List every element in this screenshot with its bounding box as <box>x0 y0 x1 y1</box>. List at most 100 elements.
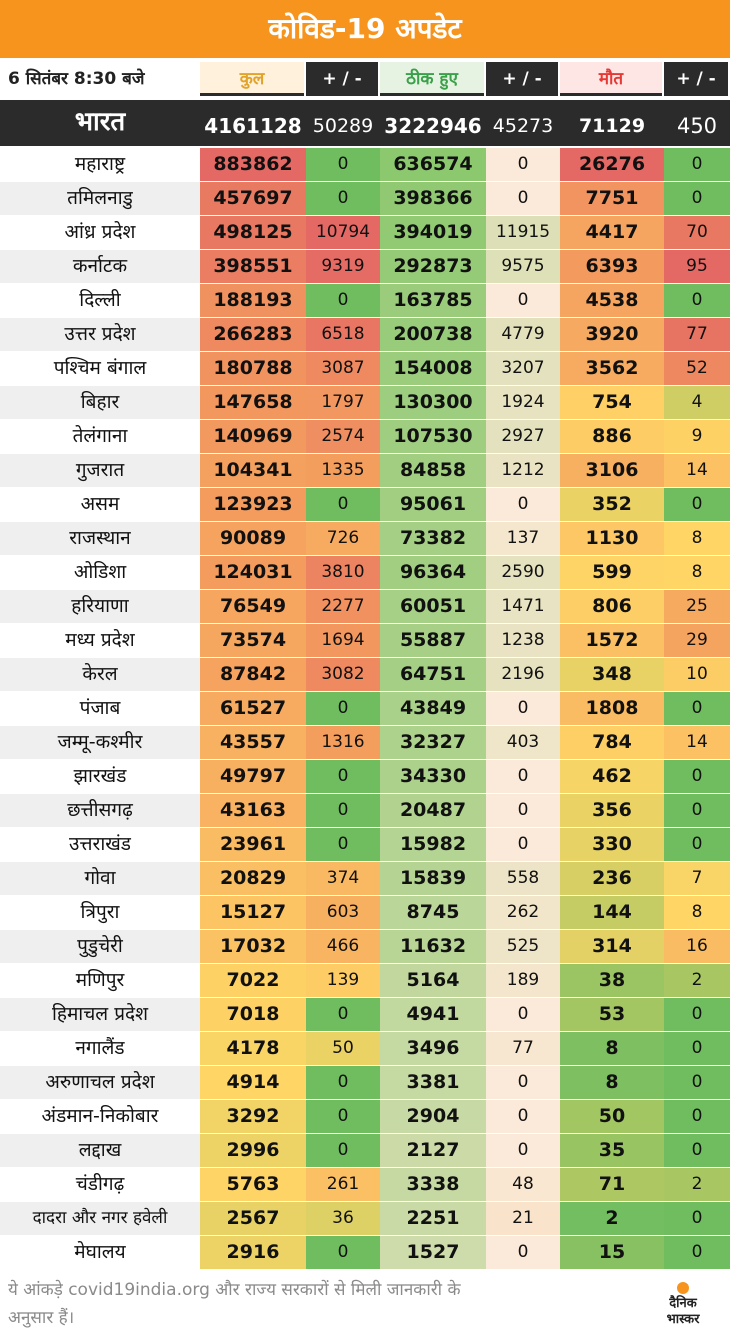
table-row: गोवा 20829 374 15839 558 236 7 <box>0 862 730 896</box>
state-name: गुजरात <box>0 454 200 487</box>
table-cell-col-4: 8 <box>560 1032 664 1065</box>
column-header-1: + / - <box>306 62 378 96</box>
state-name: पश्चिम बंगाल <box>0 352 200 385</box>
table-cell-col-0: 4178 <box>200 1032 306 1065</box>
table-row: असम 123923 0 95061 0 352 0 <box>0 488 730 522</box>
table-cell-col-2: 3496 <box>380 1032 486 1065</box>
state-name: अंडमान-निकोबार <box>0 1100 200 1133</box>
table-cell-col-3: 1471 <box>486 590 560 623</box>
table-cell-col-2: 73382 <box>380 522 486 555</box>
source-note: ये आंकड़े covid19india.org और राज्य सरका… <box>8 1280 461 1328</box>
table-cell-col-2: 130300 <box>380 386 486 419</box>
state-name: ओडिशा <box>0 556 200 589</box>
state-name: मणिपुर <box>0 964 200 997</box>
table-cell-col-0: 20829 <box>200 862 306 895</box>
table-cell-col-1: 0 <box>306 1134 380 1167</box>
table-cell-col-0: 180788 <box>200 352 306 385</box>
state-name: हिमाचल प्रदेश <box>0 998 200 1031</box>
state-name: हरियाणा <box>0 590 200 623</box>
table-cell-col-1: 0 <box>306 828 380 861</box>
table-cell-col-0: 2567 <box>200 1202 306 1235</box>
table-cell-col-0: 140969 <box>200 420 306 453</box>
state-name: राजस्थान <box>0 522 200 555</box>
footer: ये आंकड़े covid19india.org और राज्य सरका… <box>0 1272 730 1340</box>
table-row: पंजाब 61527 0 43849 0 1808 0 <box>0 692 730 726</box>
table-cell-col-1: 1694 <box>306 624 380 657</box>
table-row: नगालैंड 4178 50 3496 77 8 0 <box>0 1032 730 1066</box>
table-cell-col-4: 1572 <box>560 624 664 657</box>
table-cell-col-1: 50 <box>306 1032 380 1065</box>
table-cell-col-0: 76549 <box>200 590 306 623</box>
table-cell-col-0: 61527 <box>200 692 306 725</box>
state-name: पुडुचेरी <box>0 930 200 963</box>
table-cell-col-4: 15 <box>560 1236 664 1269</box>
table-cell-col-5: 0 <box>664 1066 730 1099</box>
state-name: गोवा <box>0 862 200 895</box>
table-cell-col-2: 636574 <box>380 148 486 181</box>
table-cell-col-1: 3810 <box>306 556 380 589</box>
table-cell-col-2: 2904 <box>380 1100 486 1133</box>
table-cell-col-5: 0 <box>664 1236 730 1269</box>
table-row: महाराष्ट्र 883862 0 636574 0 26276 0 <box>0 148 730 182</box>
state-name: दिल्ली <box>0 284 200 317</box>
table-cell-col-3: 0 <box>486 998 560 1031</box>
india-value-0: 4161128 <box>204 114 302 138</box>
state-name: अरुणाचल प्रदेश <box>0 1066 200 1099</box>
table-cell-col-5: 0 <box>664 284 730 317</box>
table-cell-col-5: 29 <box>664 624 730 657</box>
table-cell-col-2: 20487 <box>380 794 486 827</box>
state-name: तेलंगाना <box>0 420 200 453</box>
state-name: मेघालय <box>0 1236 200 1269</box>
table-row: उत्तराखंड 23961 0 15982 0 330 0 <box>0 828 730 862</box>
table-cell-col-1: 3087 <box>306 352 380 385</box>
table-cell-col-5: 0 <box>664 488 730 521</box>
table-cell-col-5: 7 <box>664 862 730 895</box>
table-cell-col-0: 87842 <box>200 658 306 691</box>
table-cell-col-4: 71 <box>560 1168 664 1201</box>
table-cell-col-0: 266283 <box>200 318 306 351</box>
table-cell-col-5: 9 <box>664 420 730 453</box>
column-header-3: + / - <box>486 62 558 96</box>
column-header-2: ठीक हुए <box>380 62 484 96</box>
table-cell-col-4: 356 <box>560 794 664 827</box>
table-row: दिल्ली 188193 0 163785 0 4538 0 <box>0 284 730 318</box>
table-cell-col-0: 15127 <box>200 896 306 929</box>
table-cell-col-5: 0 <box>664 760 730 793</box>
table-cell-col-2: 64751 <box>380 658 486 691</box>
table-row: गुजरात 104341 1335 84858 1212 3106 14 <box>0 454 730 488</box>
table-cell-col-3: 4779 <box>486 318 560 351</box>
table-row: आंध्र प्रदेश 498125 10794 394019 11915 4417 70 <box>0 216 730 250</box>
table-cell-col-5: 52 <box>664 352 730 385</box>
table-cell-col-2: 32327 <box>380 726 486 759</box>
table-row: मध्य प्रदेश 73574 1694 55887 1238 1572 29 <box>0 624 730 658</box>
table-cell-col-0: 2916 <box>200 1236 306 1269</box>
table-cell-col-2: 2251 <box>380 1202 486 1235</box>
table-cell-col-3: 0 <box>486 488 560 521</box>
state-name: बिहार <box>0 386 200 419</box>
table-cell-col-1: 6518 <box>306 318 380 351</box>
table-cell-col-0: 188193 <box>200 284 306 317</box>
state-name: झारखंड <box>0 760 200 793</box>
state-name: छत्तीसगढ़ <box>0 794 200 827</box>
table-row: लद्दाख 2996 0 2127 0 35 0 <box>0 1134 730 1168</box>
state-name: उत्तर प्रदेश <box>0 318 200 351</box>
table-cell-col-5: 70 <box>664 216 730 249</box>
table-cell-col-2: 200738 <box>380 318 486 351</box>
table-row: उत्तर प्रदेश 266283 6518 200738 4779 3920 77 <box>0 318 730 352</box>
table-cell-col-2: 95061 <box>380 488 486 521</box>
table-cell-col-1: 374 <box>306 862 380 895</box>
table-cell-col-2: 394019 <box>380 216 486 249</box>
table-cell-col-2: 15839 <box>380 862 486 895</box>
logo-dot-icon <box>677 1282 689 1294</box>
page-title: कोविड-19 अपडेट <box>0 0 730 58</box>
table-cell-col-4: 314 <box>560 930 664 963</box>
table-cell-col-1: 0 <box>306 1066 380 1099</box>
state-name: कर्नाटक <box>0 250 200 283</box>
state-name: मध्य प्रदेश <box>0 624 200 657</box>
table-cell-col-0: 883862 <box>200 148 306 181</box>
table-cell-col-5: 0 <box>664 828 730 861</box>
table-cell-col-0: 7022 <box>200 964 306 997</box>
table-cell-col-5: 0 <box>664 692 730 725</box>
table-cell-col-3: 48 <box>486 1168 560 1201</box>
table-cell-col-4: 3920 <box>560 318 664 351</box>
